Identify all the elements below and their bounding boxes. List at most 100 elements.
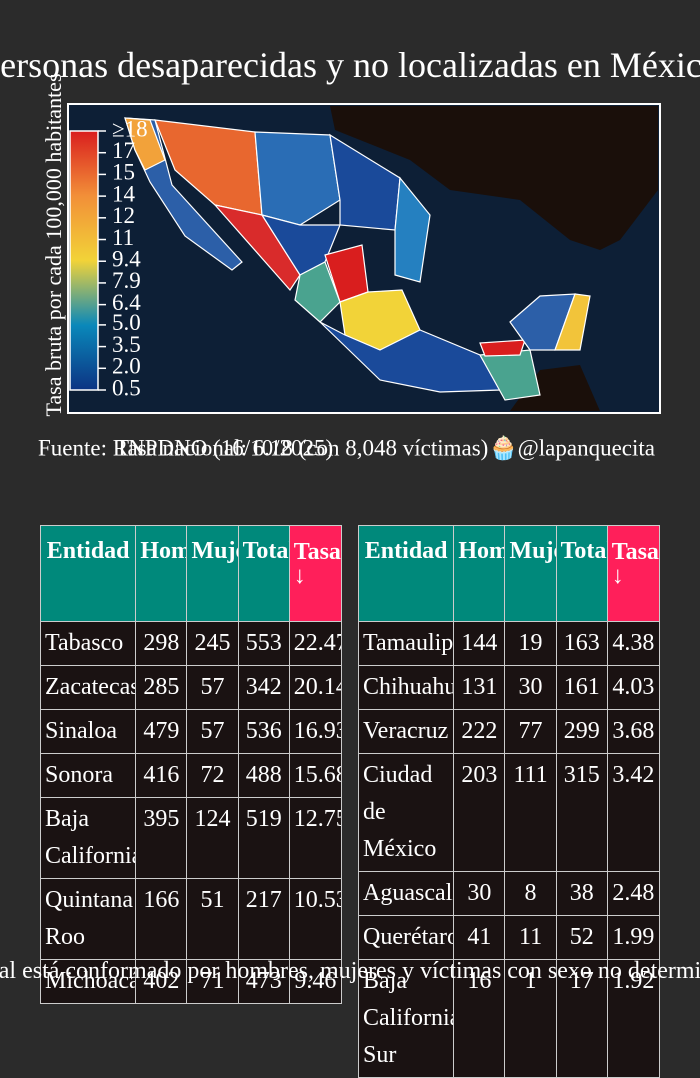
table-row: Ciudad de México 203 111 315 3.42 xyxy=(357,753,661,872)
state-name: Quintana Roo xyxy=(39,878,137,960)
table-cell: 8 xyxy=(504,871,557,916)
table-cell: 402 xyxy=(135,959,188,1004)
table-cell: 11 xyxy=(504,915,557,960)
table-cell: 4.03 xyxy=(606,665,661,710)
table-cell: 144 xyxy=(453,621,506,666)
table-cell: 15.68 xyxy=(288,753,343,798)
colorbar-tick-label: 9.4 xyxy=(112,247,141,272)
state-name: Sinaloa xyxy=(39,709,137,754)
column-header: Mujeres xyxy=(186,525,239,622)
table-cell: 12.75 xyxy=(288,797,343,879)
table-cell: 124 xyxy=(186,797,239,879)
table-cell: 473 xyxy=(237,959,290,1004)
column-header: Total xyxy=(237,525,290,622)
national-rate: Tasa nacional: 6.18 (con 8,048 víctimas) xyxy=(115,435,488,460)
table-cell: 41 xyxy=(453,915,506,960)
colorbar-tick-label: 11 xyxy=(112,225,134,250)
column-header: Hombres xyxy=(135,525,188,622)
table-cell: 71 xyxy=(186,959,239,1004)
state-name: Chihuahua xyxy=(357,665,455,710)
table-cell: 77 xyxy=(504,709,557,754)
table-cell: 416 xyxy=(135,753,188,798)
table-cell: 488 xyxy=(237,753,290,798)
table-cell: 10.53 xyxy=(288,878,343,960)
page-title: Personas desaparecidas y no localizadas … xyxy=(0,45,700,85)
note: El total está conformado por hombres, mu… xyxy=(0,958,700,984)
table-cell: 38 xyxy=(555,871,608,916)
state-shape xyxy=(254,131,341,226)
table-cell: 19 xyxy=(504,621,557,666)
state-name: Veracruz xyxy=(357,709,455,754)
table-cell: 222 xyxy=(453,709,506,754)
table-cell: 166 xyxy=(135,878,188,960)
table-cell: 111 xyxy=(504,753,557,872)
colorbar-tick-label: 3.5 xyxy=(112,332,141,357)
table-cell: 342 xyxy=(237,665,290,710)
state-shape xyxy=(554,293,591,351)
colorbar-tick-label: 17 xyxy=(112,138,135,163)
header-row: EntidadHombresMujeresTotalTasa ↓ xyxy=(357,525,661,622)
land-north xyxy=(330,106,658,250)
table-cell: 3.68 xyxy=(606,709,661,754)
table-cell: 131 xyxy=(453,665,506,710)
table-cell: 298 xyxy=(135,621,188,666)
colorbar-tick-label: 15 xyxy=(112,160,135,185)
table-cell: 163 xyxy=(555,621,608,666)
column-header: Entidad xyxy=(357,525,455,622)
state-shape xyxy=(124,117,166,171)
state-shape xyxy=(294,261,341,323)
state-shape xyxy=(479,339,526,357)
state-name: Zacatecas xyxy=(39,665,137,710)
state-shape xyxy=(260,214,341,276)
state-name: Tamaulipas xyxy=(357,621,455,666)
table-cell: 217 xyxy=(237,878,290,960)
state-name: Sonora xyxy=(39,753,137,798)
table-cell: 4.38 xyxy=(606,621,661,666)
colorbar-tick-label: 5.0 xyxy=(112,310,141,335)
table-cell: 203 xyxy=(453,753,506,872)
colorbar-tick-label: 12 xyxy=(112,203,135,228)
table-cell: 479 xyxy=(135,709,188,754)
table-row: Michoacán402714739.46 xyxy=(39,959,343,1004)
table-cell: 16.93 xyxy=(288,709,343,754)
table-row: Querétaro 41 11 52 1.99 xyxy=(357,915,661,960)
state-name: Querétaro xyxy=(357,915,455,960)
table-cell: 51 xyxy=(186,878,239,960)
data-table: EntidadHombresMujeresTotalTasa ↓Tabasco2… xyxy=(39,525,343,1004)
colorbar-tick-label: 14 xyxy=(112,181,136,206)
table-cell: 22.47 xyxy=(288,621,343,666)
state-name: Tabasco xyxy=(39,621,137,666)
column-header: Tasa ↓ xyxy=(606,525,661,622)
column-header: Hombres xyxy=(453,525,506,622)
state-name: Ciudad de México xyxy=(357,753,455,872)
table-cell: 161 xyxy=(555,665,608,710)
table-cell: 285 xyxy=(135,665,188,710)
table-cell: 519 xyxy=(237,797,290,879)
table-cell: 1.99 xyxy=(606,915,661,960)
table-cell: 315 xyxy=(555,753,608,872)
column-header: Total xyxy=(555,525,608,622)
states xyxy=(124,117,591,401)
colorbar-title: Tasa bruta por cada 100,000 habitantes xyxy=(41,73,66,416)
table-cell: 30 xyxy=(504,665,557,710)
colorbar-tick-label: 6.4 xyxy=(112,290,141,315)
table-row: Veracruz 222 77 299 3.68 xyxy=(357,709,661,754)
table-cell: 3.42 xyxy=(606,753,661,872)
table-cell: 20.14 xyxy=(288,665,343,710)
table-cell: 536 xyxy=(237,709,290,754)
colorbar-tick-label: 7.9 xyxy=(112,268,141,293)
table-cell: 9.46 xyxy=(288,959,343,1004)
colorbar-tick-label: 0.5 xyxy=(112,375,141,400)
table-row: Chihuahua131301614.03 xyxy=(357,665,661,710)
table-cell: 57 xyxy=(186,665,239,710)
page: {"title": "Personas desaparecidas y no l… xyxy=(0,45,700,1078)
table-cell: 52 xyxy=(555,915,608,960)
table-cell: 30 xyxy=(453,871,506,916)
data-table: EntidadHombresMujeresTotalTasa ↓Tamaulip… xyxy=(357,525,661,1078)
state-name: Aguascalientes xyxy=(357,871,455,916)
table-cell: 2.48 xyxy=(606,871,661,916)
